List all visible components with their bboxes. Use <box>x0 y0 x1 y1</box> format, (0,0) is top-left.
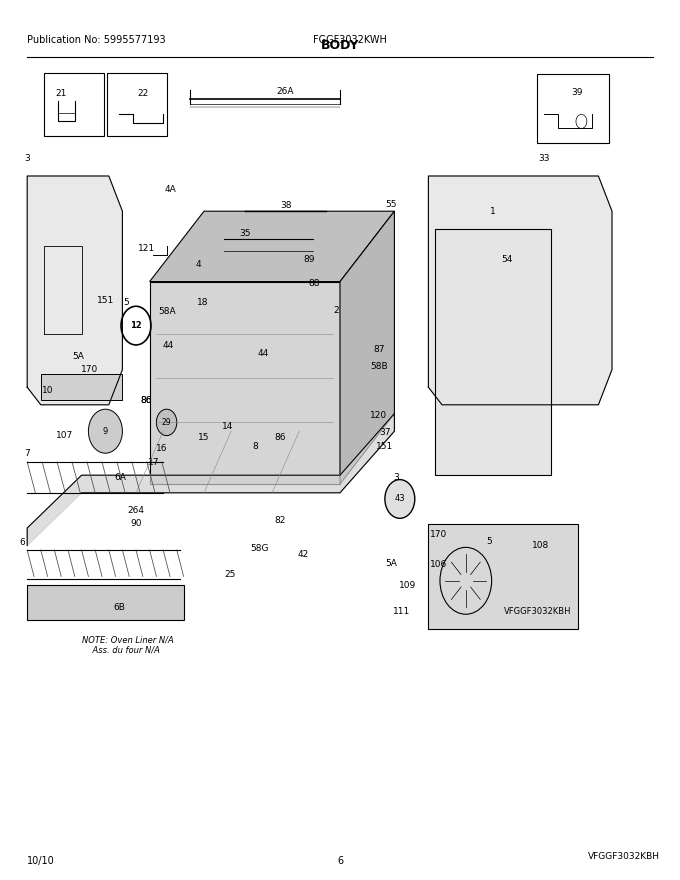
Bar <box>44 73 104 136</box>
Text: 5A: 5A <box>72 352 84 361</box>
Text: 37: 37 <box>379 429 390 437</box>
Text: 1: 1 <box>490 207 496 216</box>
Text: 151: 151 <box>97 297 114 305</box>
Text: 7: 7 <box>24 449 30 458</box>
Polygon shape <box>428 176 612 405</box>
Text: 9: 9 <box>103 427 108 436</box>
Text: 44: 44 <box>163 341 174 350</box>
Text: 10/10: 10/10 <box>27 855 55 866</box>
Text: 14: 14 <box>222 422 233 431</box>
Text: 5A: 5A <box>385 559 397 568</box>
Text: 22: 22 <box>137 89 148 98</box>
Text: 38: 38 <box>280 201 291 209</box>
Text: 108: 108 <box>532 541 549 550</box>
Polygon shape <box>150 211 394 282</box>
Text: Publication No: 5995577193: Publication No: 5995577193 <box>27 34 166 45</box>
Text: 170: 170 <box>81 365 99 374</box>
Text: 107: 107 <box>56 431 73 440</box>
Bar <box>107 73 167 136</box>
Text: NOTE: Oven Liner N/A
    Ass. du four N/A: NOTE: Oven Liner N/A Ass. du four N/A <box>82 635 173 655</box>
Text: 6B: 6B <box>113 603 125 612</box>
Text: 15: 15 <box>199 433 209 442</box>
Circle shape <box>156 409 177 436</box>
Text: 10: 10 <box>42 386 53 395</box>
Text: 29: 29 <box>162 418 171 427</box>
Text: BODY: BODY <box>321 40 359 52</box>
Text: VFGGF3032KBH: VFGGF3032KBH <box>588 852 660 861</box>
Text: 86: 86 <box>141 396 152 405</box>
Text: 18: 18 <box>197 298 208 307</box>
Text: 58G: 58G <box>250 544 269 553</box>
Text: 111: 111 <box>392 607 410 616</box>
Text: 8: 8 <box>253 442 258 451</box>
Text: 86: 86 <box>275 433 286 442</box>
Bar <box>537 74 609 143</box>
Polygon shape <box>150 282 340 484</box>
Text: 5: 5 <box>124 298 129 307</box>
Text: 82: 82 <box>275 516 286 524</box>
Text: 26A: 26A <box>277 87 294 96</box>
Text: 90: 90 <box>131 519 141 528</box>
Text: 88: 88 <box>309 279 320 288</box>
Text: 151: 151 <box>376 442 394 451</box>
Text: 264: 264 <box>128 506 144 515</box>
Text: 5: 5 <box>487 537 492 546</box>
Text: 44: 44 <box>258 349 269 358</box>
Text: 4A: 4A <box>164 185 176 194</box>
Text: 39: 39 <box>571 88 583 97</box>
Text: 4: 4 <box>195 260 201 268</box>
Text: 6: 6 <box>20 538 25 546</box>
Text: 16: 16 <box>156 444 167 453</box>
Text: 86: 86 <box>141 396 152 405</box>
Text: 17: 17 <box>148 458 159 466</box>
Text: 58A: 58A <box>158 307 175 316</box>
Text: 33: 33 <box>539 154 549 163</box>
Text: 55: 55 <box>386 200 396 209</box>
Text: 42: 42 <box>298 550 309 559</box>
Text: 120: 120 <box>370 411 388 420</box>
Text: 89: 89 <box>304 255 315 264</box>
Text: 3: 3 <box>24 154 30 163</box>
Polygon shape <box>27 176 122 405</box>
Text: 109: 109 <box>399 581 417 590</box>
Text: 21: 21 <box>56 89 67 98</box>
Text: 54: 54 <box>501 255 512 264</box>
Bar <box>27 585 184 620</box>
Text: 35: 35 <box>239 229 250 238</box>
Text: 87: 87 <box>373 345 384 354</box>
Bar <box>428 524 578 629</box>
Circle shape <box>385 480 415 518</box>
Text: 106: 106 <box>430 561 447 569</box>
Circle shape <box>88 409 122 453</box>
Text: 43: 43 <box>394 495 405 503</box>
Text: 121: 121 <box>137 244 155 253</box>
Text: 25: 25 <box>224 570 235 579</box>
Text: VFGGF3032KBH: VFGGF3032KBH <box>504 607 571 616</box>
Text: 3: 3 <box>393 473 398 482</box>
Text: 6A: 6A <box>114 473 126 482</box>
Polygon shape <box>340 211 394 484</box>
Text: 170: 170 <box>430 530 447 539</box>
Bar <box>41 374 122 400</box>
Text: 2: 2 <box>333 306 339 315</box>
Text: 6: 6 <box>337 855 343 866</box>
Text: 12: 12 <box>130 321 142 330</box>
Bar <box>435 229 551 475</box>
Polygon shape <box>27 414 394 546</box>
Text: 58B: 58B <box>370 363 388 371</box>
Text: FGGF3032KWH: FGGF3032KWH <box>313 34 387 45</box>
